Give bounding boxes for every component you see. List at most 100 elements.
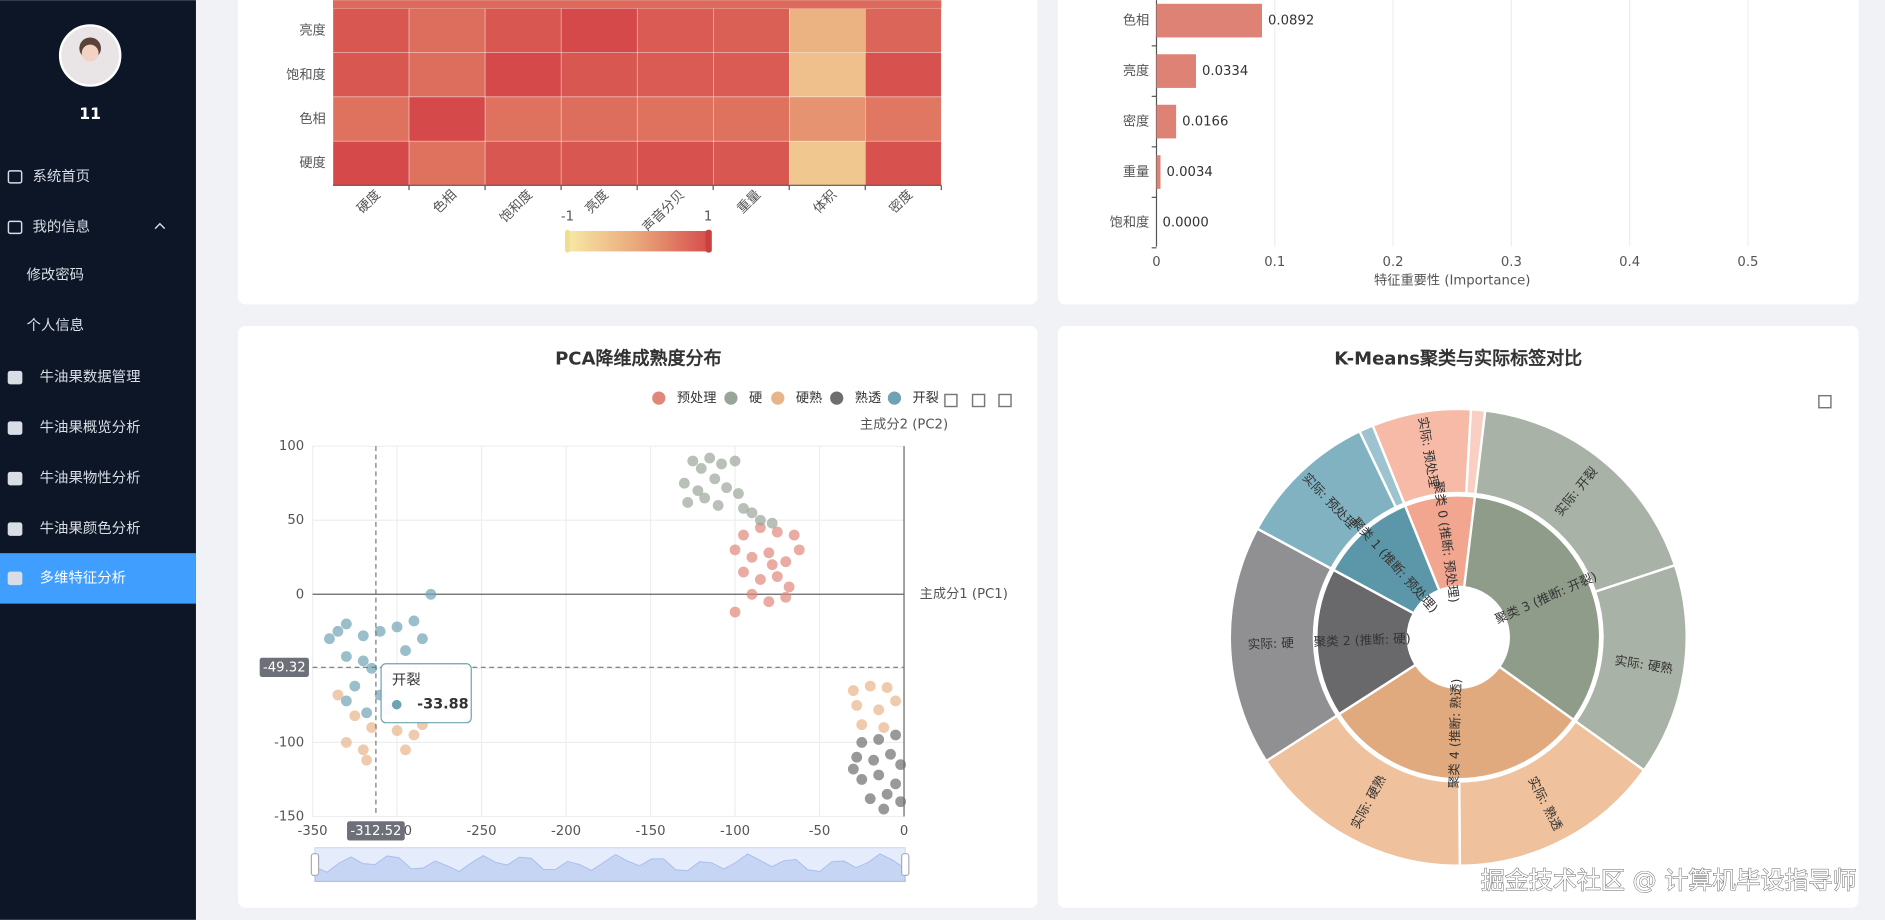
point[interactable] [678,477,690,489]
point[interactable] [374,625,386,637]
point[interactable] [890,729,901,741]
point[interactable] [793,544,805,556]
menu-item[interactable]: 我的信息 [32,218,90,235]
point[interactable] [408,615,420,627]
point[interactable] [851,699,863,711]
legend-label[interactable]: 硬 [749,391,762,406]
point[interactable] [771,526,783,538]
point[interactable] [780,591,792,603]
point[interactable] [340,695,352,707]
point[interactable] [324,633,335,645]
data-zoom-handle[interactable] [310,853,320,876]
point[interactable] [721,482,733,494]
bar[interactable] [1156,155,1161,189]
point[interactable] [895,796,907,808]
point[interactable] [357,655,369,667]
visual-map-handle[interactable] [705,229,712,253]
point[interactable] [349,680,361,692]
toolbox-icon[interactable] [1818,394,1832,409]
point[interactable] [895,759,907,771]
point[interactable] [391,621,403,633]
point[interactable] [357,630,369,642]
point[interactable] [357,744,369,756]
legend-marker[interactable] [652,391,666,405]
point[interactable] [366,662,378,674]
point[interactable] [847,763,859,775]
point[interactable] [332,625,344,637]
point[interactable] [763,596,775,608]
point[interactable] [881,788,893,800]
sunburst-inner[interactable] [1331,504,1441,615]
point[interactable] [692,485,704,497]
point[interactable] [851,751,863,763]
point[interactable] [746,588,758,600]
point[interactable] [695,462,707,474]
menu-item[interactable]: 牛油果数据管理 [40,369,141,386]
point[interactable] [340,618,352,630]
point[interactable] [746,551,758,563]
point[interactable] [366,722,378,733]
point[interactable] [780,556,792,568]
data-zoom-handle[interactable] [901,853,910,876]
toolbox-icon[interactable] [971,393,986,408]
point[interactable] [754,514,766,526]
point[interactable] [408,729,420,741]
point[interactable] [391,725,403,736]
legend-label[interactable]: 开裂 [912,390,938,406]
point[interactable] [864,680,876,692]
legend-marker[interactable] [830,391,844,405]
point[interactable] [856,719,868,731]
point[interactable] [878,722,890,733]
legend-marker[interactable] [771,391,785,405]
legend-label[interactable]: 预处理 [677,390,717,406]
bar[interactable] [1156,54,1196,88]
point[interactable] [856,774,868,785]
point[interactable] [738,502,749,514]
point[interactable] [709,473,721,485]
menu-item[interactable]: 牛油果颜色分析 [40,520,141,537]
point[interactable] [878,803,890,815]
point[interactable] [400,645,411,656]
point[interactable] [340,651,352,662]
point[interactable] [868,754,880,766]
point[interactable] [400,744,411,756]
point[interactable] [729,544,741,556]
menu-item[interactable]: 牛油果概览分析 [40,419,141,436]
point[interactable] [687,455,699,467]
menu-item[interactable]: 个人信息 [26,317,84,334]
point[interactable] [766,559,778,571]
point[interactable] [890,778,901,790]
toolbox-icon[interactable] [998,393,1012,408]
point[interactable] [771,571,783,582]
menu-item[interactable]: 多维特征分析 [40,569,126,586]
point[interactable] [847,685,859,696]
point[interactable] [712,500,724,511]
point[interactable] [733,488,744,499]
point[interactable] [754,522,766,534]
legend-marker[interactable] [724,391,738,405]
legend-marker[interactable] [887,391,902,405]
menu-item[interactable]: 修改密码 [26,266,84,283]
point[interactable] [340,736,352,748]
point[interactable] [873,769,885,781]
point[interactable] [754,574,766,585]
point[interactable] [783,581,795,593]
point[interactable] [881,682,893,693]
bar[interactable] [1156,3,1263,38]
legend-label[interactable]: 熟透 [855,390,881,406]
point[interactable] [361,754,373,766]
point[interactable] [746,507,758,519]
point[interactable] [890,695,901,707]
point[interactable] [716,458,727,470]
bar[interactable] [1156,104,1177,139]
point[interactable] [885,748,896,760]
point[interactable] [361,707,373,719]
point[interactable] [682,497,694,508]
visual-map-handle[interactable] [565,229,570,253]
point[interactable] [704,452,716,464]
point[interactable] [873,734,885,745]
point[interactable] [738,529,749,541]
point[interactable] [856,736,868,748]
point[interactable] [699,492,711,504]
point[interactable] [729,455,741,467]
